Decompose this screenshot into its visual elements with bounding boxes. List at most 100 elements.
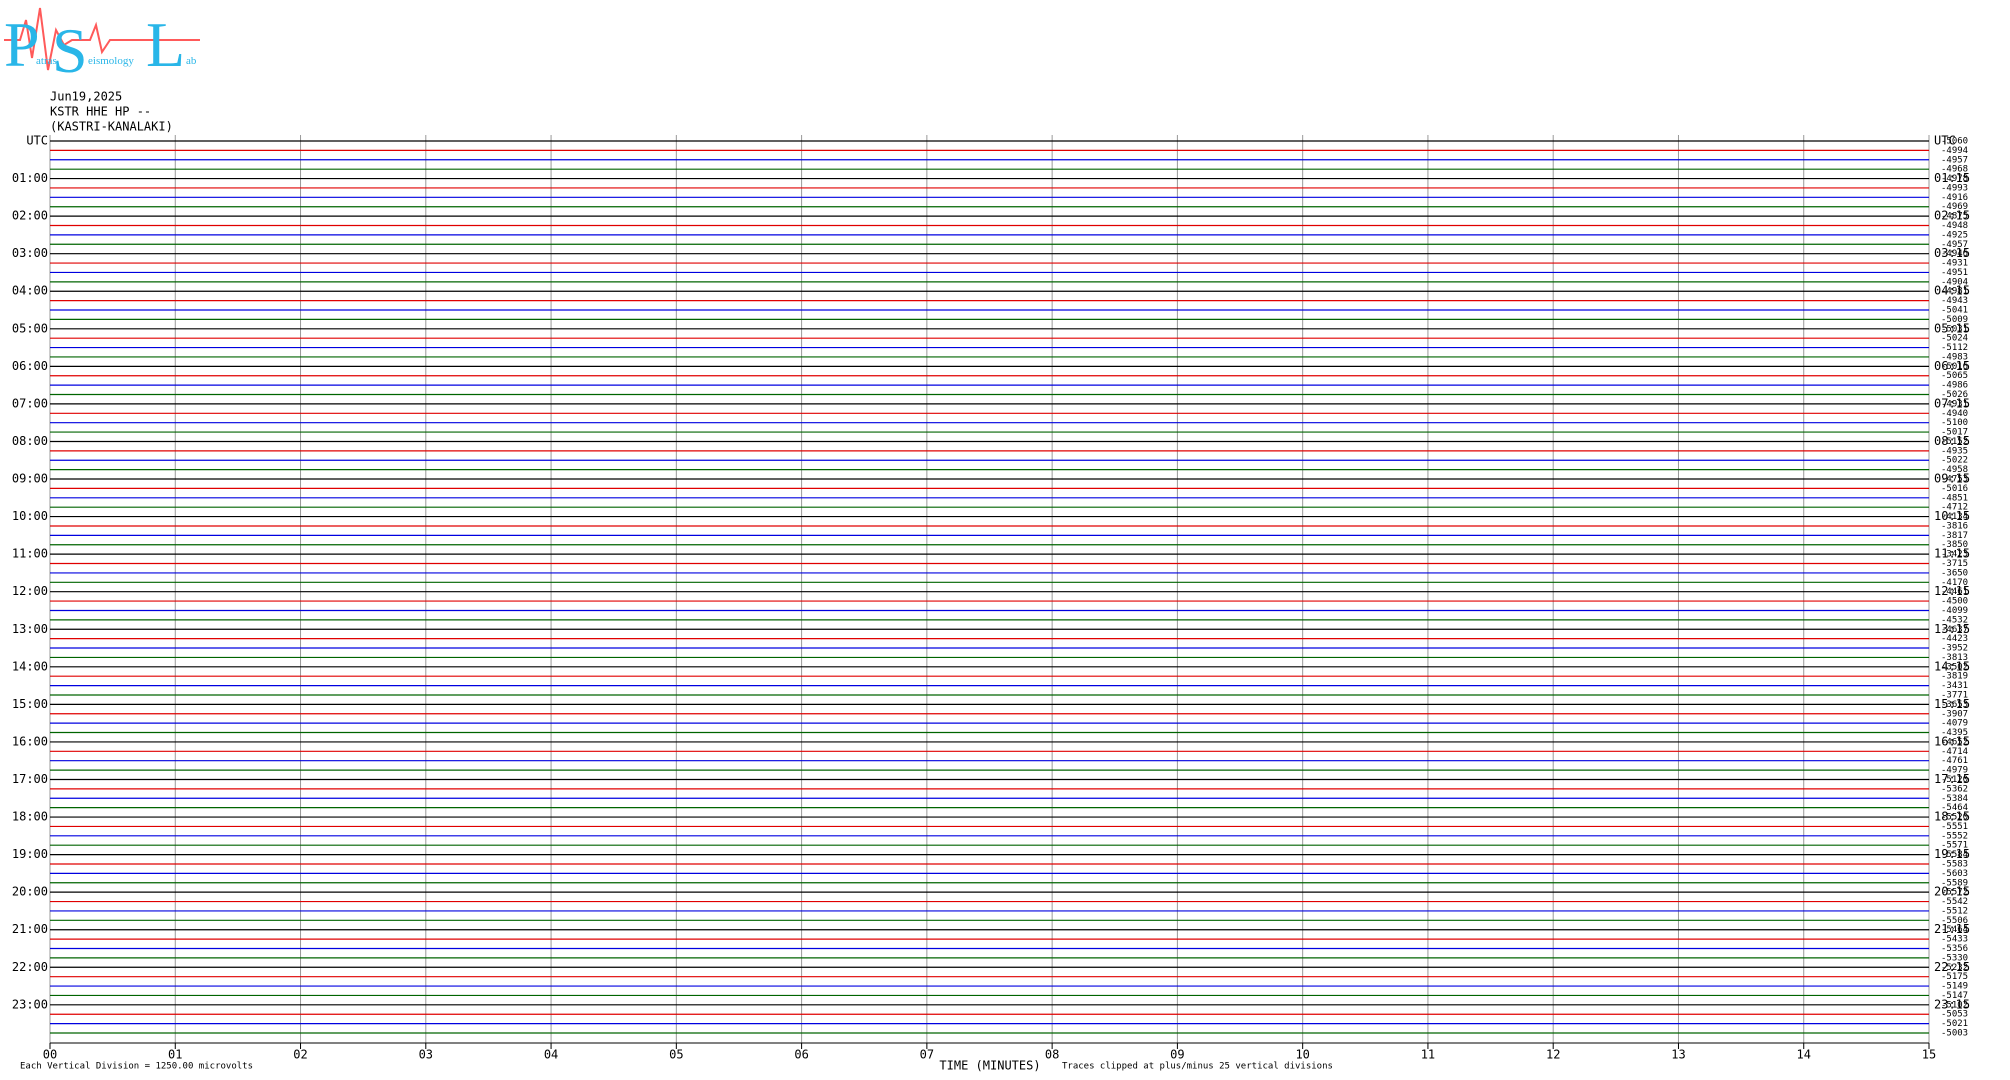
logo-wave <box>4 7 200 71</box>
hour-label: 06:00 <box>12 359 48 373</box>
hour-label: 16:00 <box>12 734 48 748</box>
hour-label: 08:00 <box>12 434 48 448</box>
trace-label: -5024 <box>1941 334 1968 344</box>
x-tick-label: 04 <box>544 1048 558 1062</box>
x-tick-label: 13 <box>1671 1048 1685 1062</box>
hour-label: 07:15 <box>1934 396 1970 410</box>
x-tick-label: 14 <box>1797 1048 1811 1062</box>
x-tick-label: 07 <box>920 1048 934 1062</box>
trace-label: -5112 <box>1941 343 1968 353</box>
trace-label: -4969 <box>1941 202 1968 212</box>
hour-label: 20:15 <box>1934 885 1970 899</box>
trace-label: -5551 <box>1941 822 1968 832</box>
x-tick-label: 09 <box>1170 1048 1184 1062</box>
hour-label: 02:15 <box>1934 209 1970 223</box>
trace-label: -4099 <box>1941 606 1968 616</box>
trace-label: -5003 <box>1941 1029 1968 1039</box>
trace-label: -3819 <box>1941 672 1968 682</box>
trace-label: -4979 <box>1941 766 1968 776</box>
trace-label: -5552 <box>1941 831 1968 841</box>
trace-label: -5464 <box>1941 803 1968 813</box>
x-tick-label: 02 <box>293 1048 307 1062</box>
hour-label: 16:15 <box>1934 734 1970 748</box>
station: KSTR HHE HP -- <box>50 105 151 119</box>
clip-note: Traces clipped at plus/minus 25 vertical… <box>1062 1062 1333 1072</box>
hour-label: 09:15 <box>1934 472 1970 486</box>
x-tick-label: 03 <box>419 1048 433 1062</box>
trace-label: -5583 <box>1941 859 1968 869</box>
hour-label: 05:00 <box>12 321 48 335</box>
hour-label: 05:15 <box>1934 321 1970 335</box>
trace-label: -3850 <box>1941 540 1968 550</box>
trace-label: -5060 <box>1941 137 1968 147</box>
trace-label: -4875 <box>1941 212 1968 222</box>
trace-label: -3771 <box>1941 690 1968 700</box>
hour-label: 18:00 <box>12 810 48 824</box>
trace-label: -5026 <box>1941 390 1968 400</box>
trace-label: -4981 <box>1941 287 1968 297</box>
x-tick-label: 15 <box>1922 1048 1936 1062</box>
trace-label: -5603 <box>1941 869 1968 879</box>
trace-label: -3813 <box>1941 653 1968 663</box>
trace-label: -4170 <box>1941 578 1968 588</box>
trace-label: -4652 <box>1941 737 1968 747</box>
x-tick-label: 05 <box>669 1048 683 1062</box>
hour-label: 07:00 <box>12 396 48 410</box>
trace-label: -5016 <box>1941 484 1968 494</box>
hour-label: 20:00 <box>12 885 48 899</box>
x-tick-label: 06 <box>794 1048 808 1062</box>
hour-label: 12:00 <box>12 584 48 598</box>
trace-label: -3423 <box>1941 550 1968 560</box>
x-tick-label: 08 <box>1045 1048 1059 1062</box>
hour-label: 23:00 <box>12 997 48 1011</box>
trace-label: -5149 <box>1941 982 1968 992</box>
trace-label: -5584 <box>1941 850 1968 860</box>
trace-label: -4079 <box>1941 719 1968 729</box>
trace-label: -4978 <box>1941 174 1968 184</box>
trace-label: -5589 <box>1941 878 1968 888</box>
hour-label: UTC <box>26 134 48 148</box>
hour-label: 17:15 <box>1934 772 1970 786</box>
trace-label: -5464 <box>1941 925 1968 935</box>
hour-label: 22:00 <box>12 960 48 974</box>
hour-label: 02:00 <box>12 209 48 223</box>
trace-label: -4957 <box>1941 155 1968 165</box>
trace-label: -5520 <box>1941 813 1968 823</box>
trace-label: -5384 <box>1941 794 1968 804</box>
trace-label: -4946 <box>1941 249 1968 259</box>
trace-label: -4532 <box>1941 615 1968 625</box>
trace-label: -4931 <box>1941 259 1968 269</box>
trace-label: -3431 <box>1941 681 1968 691</box>
logo-word: atras <box>36 55 57 67</box>
trace-label: -4935 <box>1941 446 1968 456</box>
date: Jun19,2025 <box>50 90 122 104</box>
trace-label: -3817 <box>1941 531 1968 541</box>
trace-label: -4948 <box>1941 221 1968 231</box>
trace-label: -5152 <box>1941 437 1968 447</box>
hour-label: 06:15 <box>1934 359 1970 373</box>
trace-label: -4993 <box>1941 183 1968 193</box>
trace-label: -4940 <box>1941 409 1968 419</box>
x-tick-label: 12 <box>1546 1048 1560 1062</box>
logo-letter: P <box>4 9 40 80</box>
trace-label: -4753 <box>1941 475 1968 485</box>
trace-label: -5175 <box>1941 972 1968 982</box>
x-tick-label: 11 <box>1421 1048 1435 1062</box>
logo-letter: L <box>146 9 185 80</box>
hour-label: 19:15 <box>1934 847 1970 861</box>
trace-label: -3715 <box>1941 559 1968 569</box>
trace-label: -5100 <box>1941 418 1968 428</box>
hour-label: 11:00 <box>12 547 48 561</box>
trace-label: -5506 <box>1941 916 1968 926</box>
hour-label: 03:00 <box>12 246 48 260</box>
trace-label: -5356 <box>1941 944 1968 954</box>
hour-label: 01:00 <box>12 171 48 185</box>
trace-label: -5021 <box>1941 1019 1968 1029</box>
hour-label: 01:15 <box>1934 171 1970 185</box>
trace-label: -3653 <box>1941 700 1968 710</box>
trace-label: -4904 <box>1941 277 1968 287</box>
trace-label: -3952 <box>1941 644 1968 654</box>
trace-label: -4951 <box>1941 268 1968 278</box>
trace-label: -4916 <box>1941 193 1968 203</box>
